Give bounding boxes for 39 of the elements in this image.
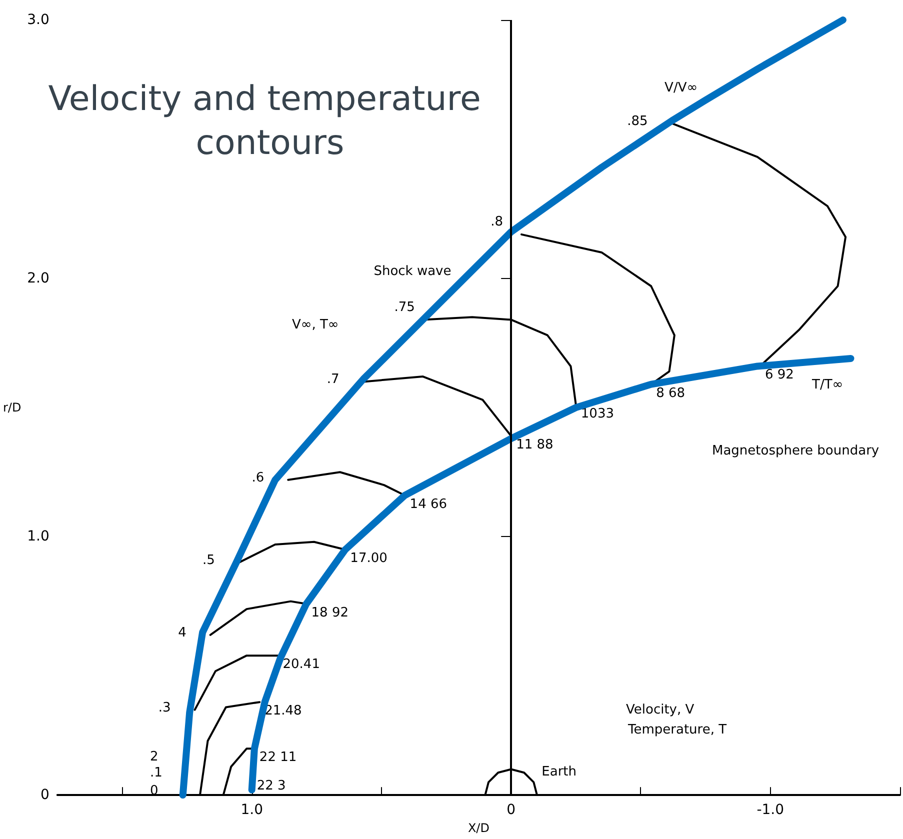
y-tick-label: 0: [40, 787, 50, 804]
x-axis-title: X/D: [468, 821, 490, 835]
annotation: .1: [150, 766, 162, 780]
y-tick-label: 2.0: [27, 270, 50, 286]
y-axis-title: r/D: [3, 400, 22, 415]
text: Velocity and temperature contours: [48, 79, 492, 163]
annotation: 1033: [580, 406, 614, 422]
annotation: T/T∞: [811, 378, 844, 392]
annotation: .6: [252, 470, 264, 486]
annotation: Earth: [542, 764, 577, 780]
annotation: 20.41: [282, 657, 320, 672]
annotation: .7: [326, 372, 340, 388]
annotation: .85: [627, 114, 648, 129]
x-tick-label: 0: [506, 802, 516, 818]
y-tick-label: 1.0: [27, 528, 50, 545]
annotation: .8: [490, 214, 503, 230]
annotation: .5: [202, 553, 215, 568]
annotation: 4: [178, 625, 186, 640]
x-tick-label: 1.0: [240, 802, 263, 818]
annotation: V/V∞: [664, 80, 698, 96]
annotation: 18 92: [311, 605, 348, 620]
annotation: 22 3: [256, 778, 286, 794]
annotation: 14 66: [410, 496, 448, 512]
annotation: 8 68: [656, 386, 686, 401]
annotation: V∞, T∞: [292, 318, 339, 332]
annotation: 2: [150, 750, 158, 764]
annotation: .75: [394, 300, 415, 316]
annotation: Shock wave: [374, 264, 452, 280]
annotation: Magnetosphere boundary: [712, 444, 880, 458]
annotation: 11 88: [516, 437, 554, 452]
annotation: 17.00: [350, 551, 388, 566]
x-tick-label: -1.0: [756, 802, 784, 818]
annotation: 6 92: [764, 368, 794, 383]
annotation: 21.48: [264, 704, 302, 719]
annotation: Temperature, T: [627, 722, 727, 738]
annotation: Velocity, V: [626, 702, 694, 718]
y-tick-label: 3.0: [27, 12, 50, 28]
annotation: 22 11: [259, 750, 297, 766]
annotation: .3: [158, 700, 171, 716]
